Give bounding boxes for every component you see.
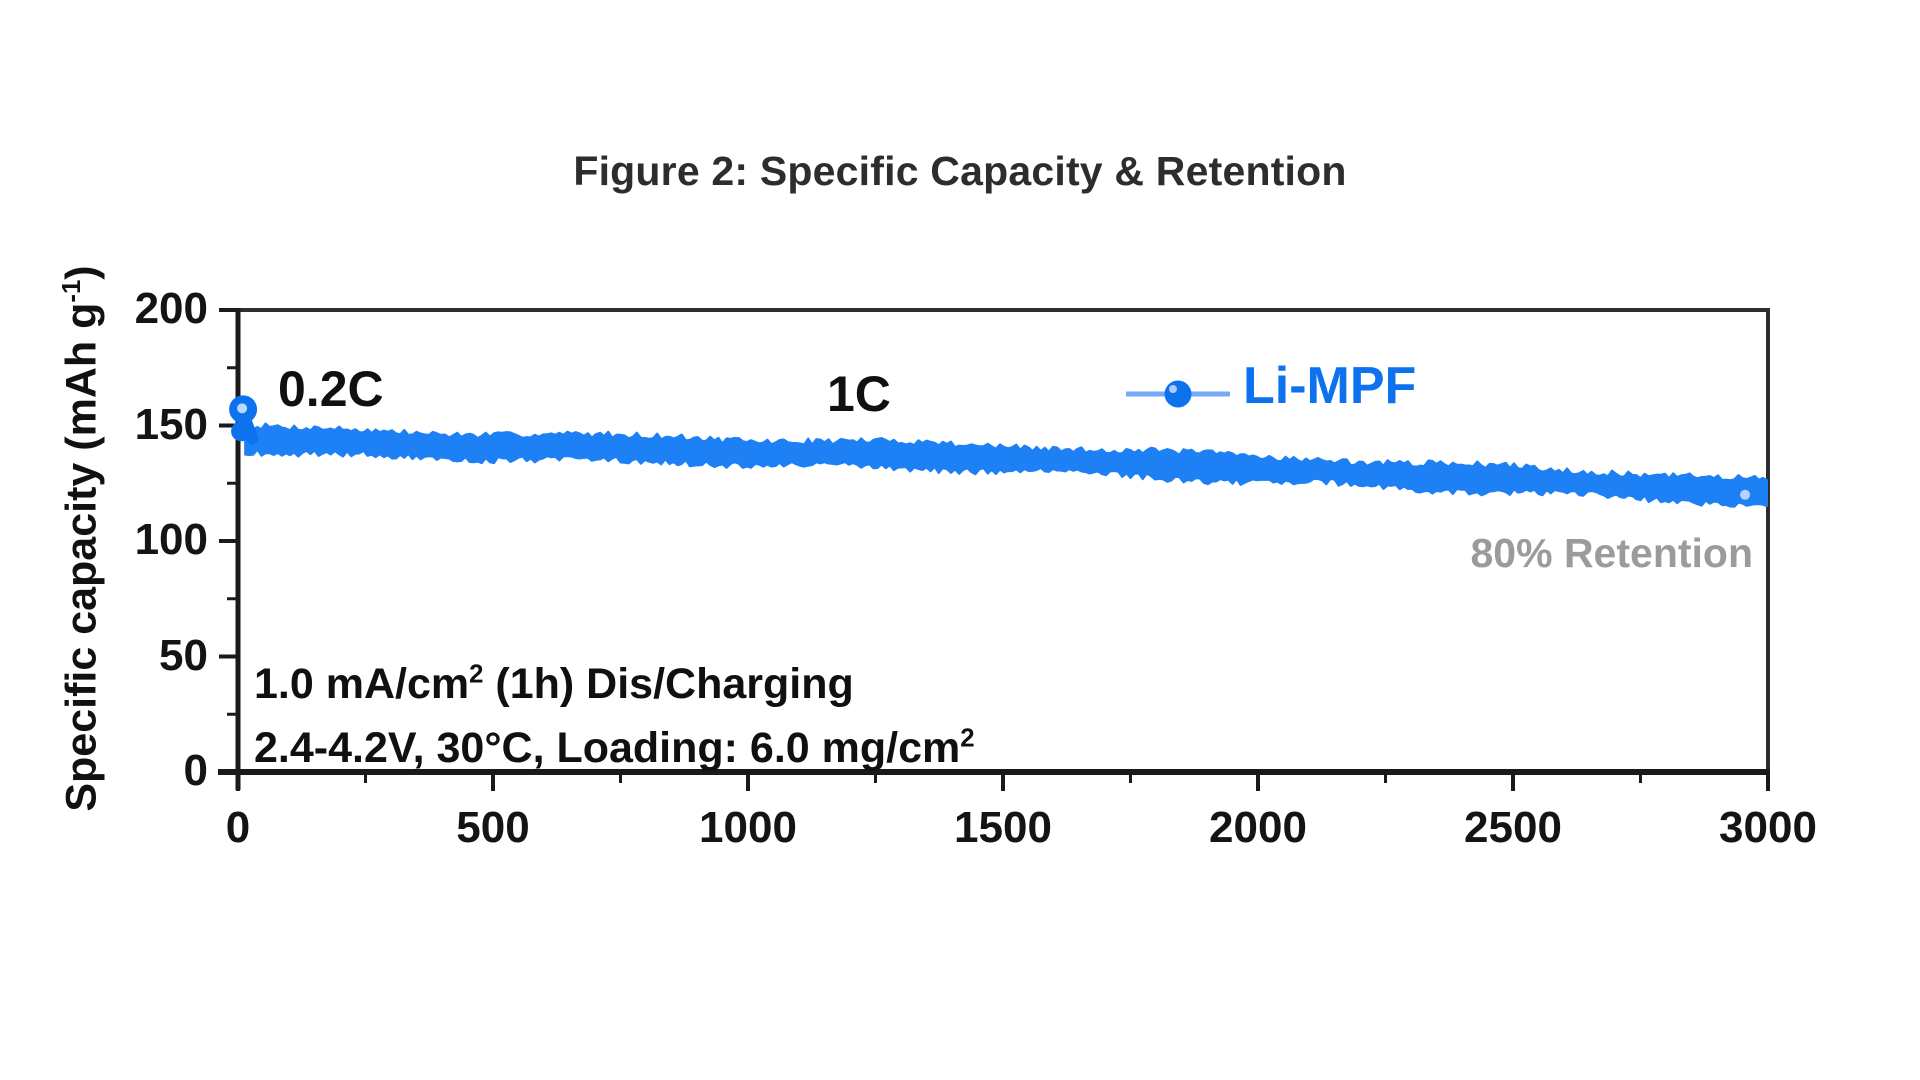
initial-cluster-point <box>231 421 252 442</box>
y-axis-title-superscript: -1 <box>58 279 87 303</box>
chart-title: Figure 2: Specific Capacity & Retention <box>573 148 1347 194</box>
initial-marker-highlight <box>237 403 248 414</box>
y-tick-label: 200 <box>134 284 208 333</box>
x-tick-label: 1000 <box>699 803 797 852</box>
y-tick-label: 0 <box>183 746 208 795</box>
data-band-li-mpf <box>244 422 1768 508</box>
legend-marker-highlight <box>1169 385 1177 393</box>
legend-marker <box>1164 380 1192 408</box>
rate-annotation-0p2c: 0.2C <box>278 361 384 417</box>
y-axis-title-close: ) <box>57 265 106 280</box>
condition-line-1: 1.0 mA/cm2 (1h) Dis/Charging <box>254 660 854 708</box>
condition-line-2: 2.4-4.2V, 30°C, Loading: 6.0 mg/cm2 <box>254 724 975 772</box>
condition-line-1-superscript: 2 <box>469 660 484 689</box>
legend-label-li-mpf: Li-MPF <box>1243 357 1417 415</box>
y-tick-label: 100 <box>134 515 208 564</box>
x-tick-label: 3000 <box>1719 803 1817 852</box>
condition-line-2-superscript: 2 <box>960 724 975 753</box>
y-tick-label: 50 <box>159 630 208 680</box>
x-tick-label: 0 <box>225 803 251 852</box>
retention-annotation: 80% Retention <box>1470 530 1754 576</box>
y-tick-label: 150 <box>134 399 208 449</box>
rate-annotation-1c: 1C <box>827 366 891 422</box>
x-tick-label: 2000 <box>1209 803 1307 852</box>
x-tick-label: 500 <box>456 803 530 852</box>
test-conditions: 1.0 mA/cm2 (1h) Dis/Charging 2.4-4.2V, 3… <box>254 652 975 780</box>
x-tick-label: 1500 <box>954 803 1052 852</box>
x-tick-label: 2500 <box>1464 803 1562 852</box>
final-data-marker <box>1740 489 1751 500</box>
